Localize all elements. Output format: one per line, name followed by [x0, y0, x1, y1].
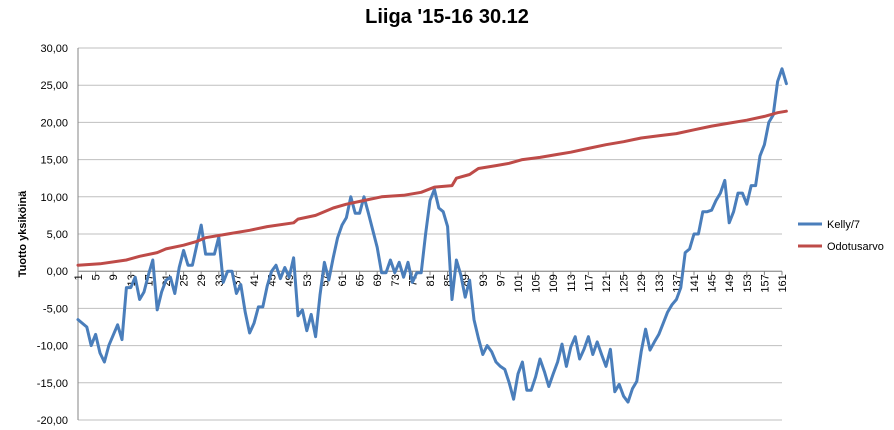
x-tick-label: 29 [196, 274, 208, 286]
chart-title: Liiga '15-16 30.12 [365, 6, 529, 28]
x-tick-label: 61 [337, 274, 349, 286]
x-tick-label: 129 [636, 274, 648, 292]
x-tick-label: 133 [654, 274, 666, 292]
x-tick-label: 101 [513, 274, 525, 292]
y-tick-label: -20,00 [37, 415, 68, 427]
y-tick-label: 0,00 [47, 266, 68, 278]
x-tick-label: 105 [531, 274, 543, 292]
x-tick-label: 121 [601, 274, 613, 292]
x-tick-label: 69 [372, 274, 384, 286]
legend-label: Odotusarvo [827, 241, 884, 253]
x-tick-label: 125 [619, 274, 631, 292]
legend: Kelly/7 Odotusarvo [798, 219, 884, 253]
x-tick-label: 117 [583, 274, 595, 292]
series-line-kelly-7 [76, 67, 788, 404]
x-tick-label: 161 [777, 274, 789, 292]
y-axis-label: Tuotto yksiköinä [17, 190, 29, 277]
y-tick-label: 10,00 [40, 192, 68, 204]
x-tick-label: 157 [759, 274, 771, 292]
x-tick-label: 145 [707, 274, 719, 292]
y-tick-label: -5,00 [43, 303, 68, 315]
x-tick-label: 41 [249, 274, 261, 286]
x-tick-label: 97 [495, 274, 507, 286]
x-tick-label: 25 [179, 274, 191, 286]
x-tick-label: 49 [284, 274, 296, 286]
x-tick-label: 53 [302, 274, 314, 286]
x-tick-label: 65 [355, 274, 367, 286]
y-axis: -20,00 -15,00 -10,00 -5,00 0,00 5,00 10,00 15,0… [37, 43, 79, 427]
x-tick-label: 5 [91, 274, 103, 280]
series-layer [76, 67, 788, 404]
y-tick-label: 15,00 [40, 155, 68, 167]
x-tick-label: 93 [478, 274, 490, 286]
grid-lines [78, 47, 782, 421]
y-tick-label: -15,00 [37, 378, 68, 390]
x-tick-label: 113 [566, 274, 578, 292]
x-tick-label: 149 [724, 274, 736, 292]
y-tick-label: 30,00 [40, 43, 68, 55]
series-line-odotusarvo [76, 109, 788, 267]
legend-label: Kelly/7 [827, 219, 860, 231]
y-tick-label: -10,00 [37, 341, 68, 353]
y-tick-label: 25,00 [40, 80, 68, 92]
y-tick-label: 5,00 [47, 229, 68, 241]
y-tick-label: 20,00 [40, 117, 68, 129]
x-tick-label: 153 [742, 274, 754, 292]
x-tick-label: 9 [108, 274, 120, 280]
x-tick-label: 81 [425, 274, 437, 286]
x-tick-label: 73 [390, 274, 402, 286]
x-tick-label: 1 [73, 274, 85, 280]
x-tick-label: 109 [548, 274, 560, 292]
x-tick-label: 141 [689, 274, 701, 292]
